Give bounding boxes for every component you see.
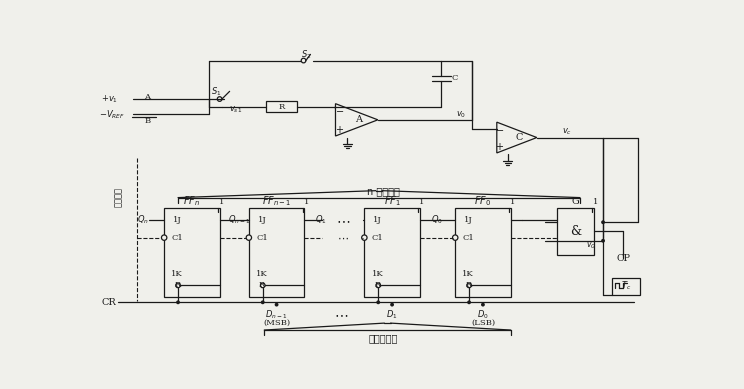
Text: C: C (452, 74, 458, 82)
Circle shape (466, 283, 472, 288)
Circle shape (161, 235, 167, 240)
Text: 1K: 1K (371, 270, 383, 278)
Bar (455, 209, 510, 297)
Text: 1J: 1J (257, 216, 266, 224)
Circle shape (601, 239, 605, 243)
Text: C1: C1 (171, 234, 183, 242)
Circle shape (246, 235, 251, 240)
Text: 1K: 1K (256, 270, 268, 278)
Text: $v_G$: $v_G$ (586, 240, 596, 251)
Text: $-$: $-$ (335, 106, 344, 115)
Text: 定时信号: 定时信号 (114, 187, 123, 207)
Text: $FF_1$: $FF_1$ (384, 194, 400, 208)
Circle shape (376, 283, 380, 288)
Text: CP: CP (616, 254, 630, 263)
Text: $D_{n-1}$: $D_{n-1}$ (266, 308, 288, 321)
Text: 1J: 1J (464, 216, 472, 224)
Text: $v_{s1}$: $v_{s1}$ (229, 105, 243, 115)
Circle shape (217, 97, 222, 102)
Text: n 级计数器: n 级计数器 (368, 186, 400, 196)
Bar (557, 209, 594, 254)
Bar (248, 209, 304, 297)
Text: $FF_n$: $FF_n$ (183, 194, 200, 208)
Text: $FF_0$: $FF_0$ (475, 194, 492, 208)
Circle shape (390, 303, 394, 307)
Polygon shape (336, 103, 378, 136)
Circle shape (275, 303, 278, 307)
Circle shape (301, 58, 306, 63)
Text: R: R (465, 281, 472, 289)
Text: C: C (516, 133, 523, 142)
Text: R: R (259, 281, 265, 289)
Circle shape (376, 300, 380, 304)
Text: A: A (144, 93, 150, 101)
Text: 1: 1 (304, 198, 310, 206)
Circle shape (452, 235, 458, 240)
Text: 1: 1 (219, 198, 225, 206)
Circle shape (261, 300, 265, 304)
Bar (266, 102, 297, 112)
Bar (365, 209, 420, 297)
Text: 数字量输出: 数字量输出 (369, 333, 398, 343)
Text: $+v_1$: $+v_1$ (101, 93, 118, 105)
Circle shape (176, 300, 180, 304)
Polygon shape (497, 122, 537, 153)
Text: $Q_n$: $Q_n$ (137, 214, 149, 226)
Text: $\cdots$: $\cdots$ (334, 308, 348, 322)
Circle shape (481, 303, 485, 307)
Text: C1: C1 (256, 234, 268, 242)
Text: $v_c$: $v_c$ (562, 127, 572, 137)
Text: $\cdots$: $\cdots$ (336, 213, 350, 227)
Text: 1: 1 (594, 198, 599, 206)
Text: (LSB): (LSB) (471, 318, 495, 326)
Circle shape (467, 300, 471, 304)
Text: $\cdots$: $\cdots$ (337, 233, 349, 243)
Text: 1: 1 (420, 198, 425, 206)
Text: G: G (571, 197, 580, 206)
Text: $S_2$: $S_2$ (301, 48, 312, 61)
Text: B: B (144, 117, 150, 124)
Text: CR: CR (101, 298, 116, 307)
Text: $v_0$: $v_0$ (456, 109, 466, 120)
Text: $T_c$: $T_c$ (621, 280, 632, 293)
Text: A: A (356, 115, 362, 124)
Bar (612, 278, 640, 294)
Text: C1: C1 (463, 234, 474, 242)
Circle shape (601, 220, 605, 224)
Text: 1: 1 (510, 198, 516, 206)
Text: $D_0$: $D_0$ (477, 308, 489, 321)
Text: $D_1$: $D_1$ (386, 308, 398, 321)
Text: 1J: 1J (173, 216, 182, 224)
Text: 1J: 1J (373, 216, 382, 224)
Text: $Q_{n-1}$: $Q_{n-1}$ (228, 214, 250, 226)
Text: $+$: $+$ (495, 140, 504, 151)
Text: 1K: 1K (463, 270, 474, 278)
Text: R: R (174, 281, 180, 289)
Text: R: R (374, 281, 381, 289)
Text: $Q_1$: $Q_1$ (315, 214, 327, 226)
Text: $-V_{REF}$: $-V_{REF}$ (99, 108, 125, 121)
Text: 1K: 1K (171, 270, 183, 278)
Text: &: & (570, 225, 581, 238)
Text: $-$: $-$ (495, 124, 504, 133)
Bar (164, 209, 219, 297)
Text: $Q_0$: $Q_0$ (431, 214, 443, 226)
Text: R: R (278, 103, 284, 111)
Text: (MSB): (MSB) (263, 318, 290, 326)
Circle shape (176, 283, 180, 288)
Text: C1: C1 (371, 234, 383, 242)
Text: $FF_{n-1}$: $FF_{n-1}$ (262, 194, 292, 208)
Circle shape (362, 235, 367, 240)
Text: $S_1$: $S_1$ (211, 85, 222, 98)
Circle shape (260, 283, 265, 288)
Text: $+$: $+$ (336, 124, 344, 135)
